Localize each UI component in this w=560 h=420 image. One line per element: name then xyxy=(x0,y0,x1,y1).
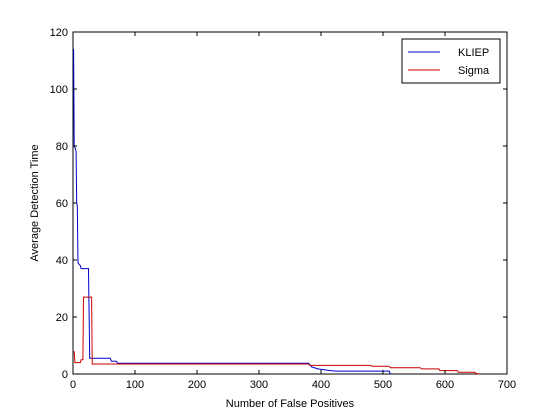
x-tick-label: 500 xyxy=(374,379,392,391)
y-tick-label: 80 xyxy=(56,141,68,153)
legend-label-sigma: Sigma xyxy=(458,65,490,77)
plot-area: 0 100 200 300 400 500 600 700 0 20 40 60 80 100 120 xyxy=(50,27,517,391)
x-axis-label: Number of False Positives xyxy=(226,398,355,410)
y-tick-label: 100 xyxy=(50,84,68,96)
x-tick-label: 0 xyxy=(70,379,76,391)
ticks-layer: 0 100 200 300 400 500 600 700 0 20 40 60 80 100 120 xyxy=(50,27,517,391)
series-line-kliep xyxy=(73,49,391,375)
x-tick-label: 100 xyxy=(126,379,144,391)
y-tick-label: 0 xyxy=(62,369,68,381)
legend: KLIEP Sigma xyxy=(401,38,501,84)
x-tick-label: 400 xyxy=(312,379,330,391)
y-axis-label: Average Detection Time xyxy=(29,144,41,261)
y-tick-label: 40 xyxy=(56,255,68,267)
series-line-sigma xyxy=(73,296,480,375)
x-tick-label: 700 xyxy=(498,379,516,391)
legend-box xyxy=(401,38,501,84)
x-tick-label: 300 xyxy=(250,379,268,391)
x-tick-label: 600 xyxy=(436,379,454,391)
series-layer xyxy=(73,49,480,375)
y-tick-label: 20 xyxy=(56,312,68,324)
y-tick-label: 120 xyxy=(50,27,68,39)
plot-frame xyxy=(72,31,508,375)
y-tick-label: 60 xyxy=(56,198,68,210)
legend-label-kliep: KLIEP xyxy=(458,47,489,59)
x-tick-label: 200 xyxy=(188,379,206,391)
